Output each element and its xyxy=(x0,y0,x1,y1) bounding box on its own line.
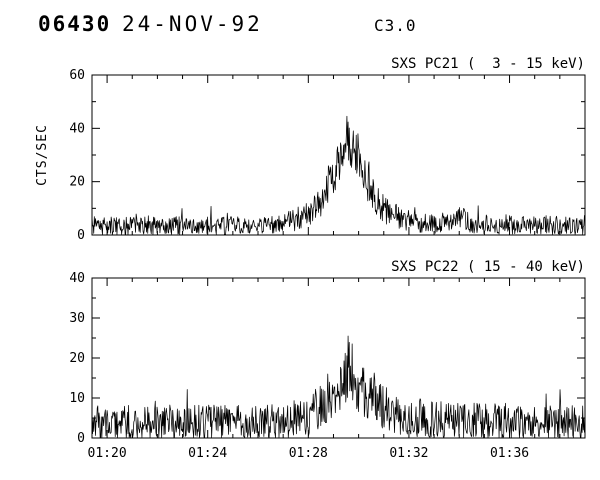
lightcurve-series xyxy=(91,115,586,235)
figure-header: 06430 24-NOV-92 C3.0 xyxy=(0,0,600,50)
panel-title: SXS PC22 ( 15 - 40 keV) xyxy=(391,259,585,275)
y-tick-label: 0 xyxy=(77,431,85,446)
event-date: 24-NOV-92 xyxy=(122,12,263,36)
y-tick-label: 10 xyxy=(69,391,85,406)
y-tick-label: 40 xyxy=(69,271,85,286)
y-tick-label: 20 xyxy=(69,351,85,366)
x-tick-label: 01:28 xyxy=(289,446,328,461)
y-tick-label: 0 xyxy=(77,228,85,243)
plots-canvas: 0 20 40 60 SXS PC21 ( 3 - 15 keV) CTS/SEC 01:2… xyxy=(35,56,586,461)
y-tick-label: 60 xyxy=(69,68,85,83)
lightcurve-series xyxy=(91,335,586,438)
event-id: 06430 xyxy=(38,12,112,36)
x-tick-label: 01:24 xyxy=(188,446,227,461)
x-tick-label: 01:36 xyxy=(490,446,529,461)
x-tick-label: 01:20 xyxy=(88,446,127,461)
y-axis-title: CTS/SEC xyxy=(35,124,50,186)
panel-title: SXS PC21 ( 3 - 15 keV) xyxy=(391,56,585,72)
y-tick-label: 40 xyxy=(69,121,85,136)
y-tick-label: 20 xyxy=(69,175,85,190)
goes-class: C3.0 xyxy=(374,16,417,35)
x-tick-label: 01:32 xyxy=(389,446,428,461)
y-tick-label: 30 xyxy=(69,311,85,326)
